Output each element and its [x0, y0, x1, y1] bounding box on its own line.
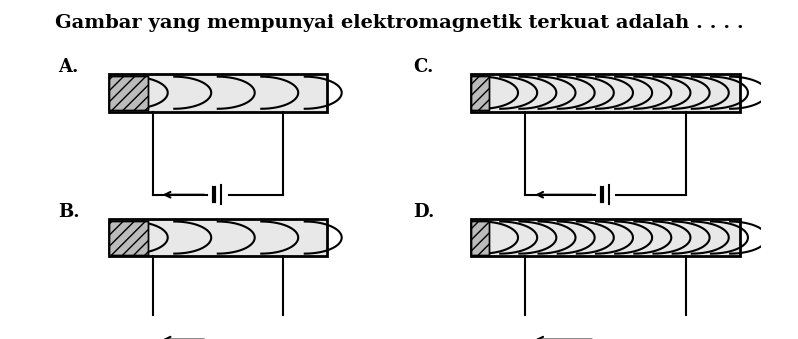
- Text: C.: C.: [413, 58, 434, 76]
- Text: Gambar yang mempunyai elektromagnetik terkuat adalah . . . .: Gambar yang mempunyai elektromagnetik te…: [54, 14, 744, 32]
- FancyBboxPatch shape: [472, 219, 740, 257]
- FancyBboxPatch shape: [109, 219, 326, 257]
- FancyBboxPatch shape: [109, 76, 148, 110]
- Text: D.: D.: [413, 203, 435, 221]
- FancyBboxPatch shape: [472, 221, 488, 255]
- FancyBboxPatch shape: [109, 221, 148, 255]
- FancyBboxPatch shape: [472, 74, 740, 112]
- Text: A.: A.: [58, 58, 79, 76]
- FancyBboxPatch shape: [472, 76, 488, 110]
- FancyBboxPatch shape: [109, 74, 326, 112]
- Text: B.: B.: [58, 203, 80, 221]
